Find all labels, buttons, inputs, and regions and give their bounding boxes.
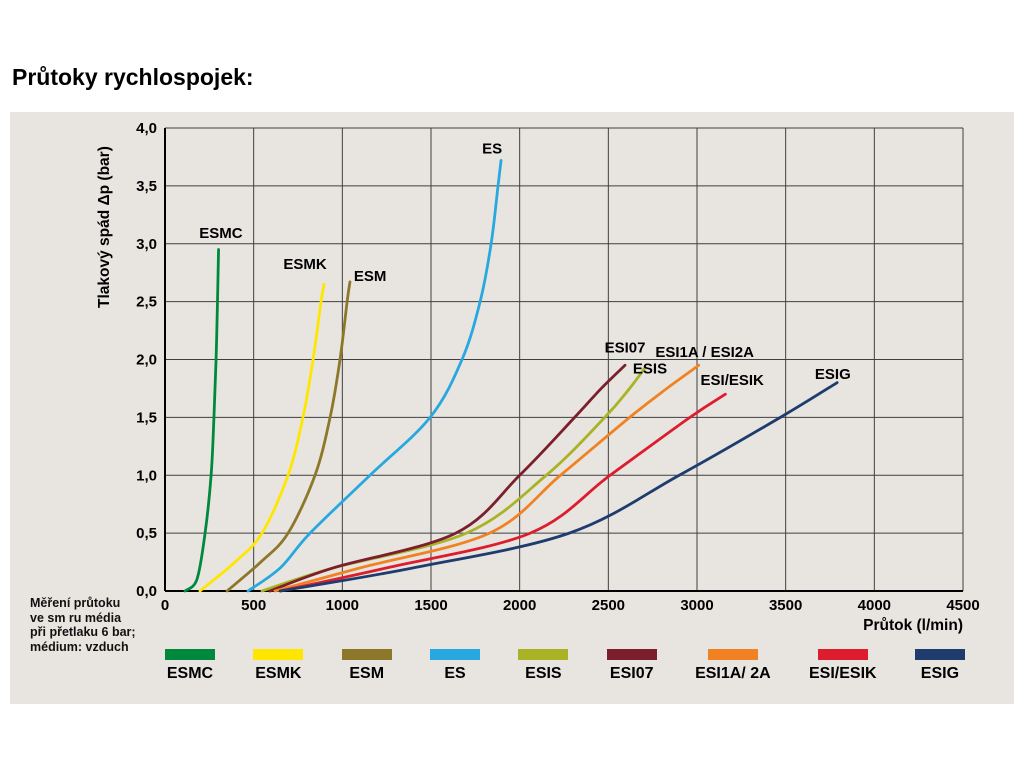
curve-ESI1A/ESI2A	[273, 363, 701, 593]
legend-label: ESI07	[609, 665, 654, 682]
legend-swatch	[606, 649, 657, 660]
curve-label-ESIS: ESIS	[633, 360, 667, 377]
y-tick-label: 3,0	[136, 236, 157, 253]
curve-ESI/ESIK	[278, 392, 727, 593]
legend: ESMC ESMK ESM ES ESIS ESI07 ESI1A/ 2A E	[165, 649, 965, 683]
legend-label: ESIS	[525, 665, 562, 682]
legend-swatch	[914, 649, 965, 660]
note-line: Měření průtoku	[30, 596, 121, 610]
x-tick-label: 3000	[680, 597, 713, 614]
x-tick-label: 4500	[946, 597, 979, 614]
legend-item: ESMK	[253, 649, 304, 683]
y-tick-label: 2,0	[136, 352, 157, 369]
curve-label-ESMC: ESMC	[199, 225, 243, 242]
y-tick-label: 4,0	[136, 120, 157, 137]
legend-label: ESI1A/ 2A	[695, 665, 771, 682]
curve-ESM	[225, 280, 352, 593]
note-line: ve sm ru média	[30, 610, 122, 625]
x-tick-label: 2500	[592, 597, 625, 614]
legend-swatch	[165, 649, 215, 660]
legend-item: ESIG	[914, 649, 965, 683]
legend-swatch	[341, 649, 392, 660]
y-tick-label: 0,0	[136, 583, 157, 600]
curve-ESMC	[183, 248, 220, 593]
y-axis-title: Tlakový spád Δp (bar)	[96, 146, 113, 308]
curve-ESI07	[268, 363, 627, 593]
flow-chart-plot: Tlakový spád Δp (bar) Průtok (l/min) 0 50…	[96, 120, 980, 634]
note-line: při přetlaku 6 bar;	[30, 625, 136, 639]
legend-label: ESM	[349, 665, 385, 682]
legend-label: ESIG	[920, 665, 960, 682]
curve-label-ESI/ESIK: ESI/ESIK	[701, 372, 765, 389]
legend-swatch	[518, 649, 569, 660]
legend-item: ESI/ESIK	[809, 649, 877, 683]
x-tick-label: 1500	[414, 597, 447, 614]
legend-label: ESMK	[255, 665, 302, 682]
y-tick-label: 3,5	[136, 178, 157, 195]
note-line: médium: vzduch	[30, 639, 129, 654]
chart-panel: Tlakový spád Δp (bar) Průtok (l/min) 0 50…	[10, 112, 1014, 704]
legend-item: ES	[430, 649, 481, 683]
curve-label-ESI07: ESI07	[605, 340, 646, 357]
y-tick-label: 2,5	[136, 294, 157, 311]
y-tick-label: 1,5	[136, 409, 157, 426]
curve-label-ESIG: ESIG	[815, 366, 851, 383]
x-tick-label: 500	[241, 597, 266, 614]
curve-ES	[246, 159, 503, 593]
page-title: Průtoky rychlospojek:	[12, 64, 254, 90]
legend-swatch	[430, 649, 481, 660]
curve-label-ESMK: ESMK	[283, 256, 327, 273]
curve-label-ES: ES	[482, 140, 502, 157]
legend-item: ESM	[341, 649, 392, 683]
curve-ESIG	[278, 381, 839, 593]
y-tick-label: 1,0	[136, 467, 157, 484]
x-tick-label: 2000	[503, 597, 536, 614]
x-tick-label: 3500	[769, 597, 802, 614]
legend-label: ESMC	[166, 665, 214, 682]
legend-swatch	[707, 649, 758, 660]
legend-label: ES	[444, 665, 466, 682]
legend-item: ESI07	[606, 649, 657, 683]
x-tick-label: 4000	[858, 597, 891, 614]
legend-swatch	[817, 649, 868, 660]
measurement-note: Měření průtoku ve sm ru média při přetla…	[30, 596, 136, 654]
x-tick-label: 1000	[326, 597, 359, 614]
legend-item: ESMC	[165, 649, 215, 683]
legend-item: ESIS	[518, 649, 569, 683]
legend-swatch	[253, 649, 304, 660]
legend-label: ESI/ESIK	[809, 665, 877, 682]
curve-ESMK	[198, 282, 326, 593]
curve-label-ESM: ESM	[354, 268, 387, 285]
curve-ESIS	[260, 366, 647, 593]
x-axis-title: Průtok (l/min)	[863, 617, 963, 634]
y-tick-label: 0,5	[136, 525, 157, 542]
x-tick-label: 0	[161, 597, 169, 614]
curve-label-ESI1A/ESI2A: ESI1A / ESI2A	[655, 344, 754, 361]
legend-item: ESI1A/ 2A	[695, 649, 771, 683]
